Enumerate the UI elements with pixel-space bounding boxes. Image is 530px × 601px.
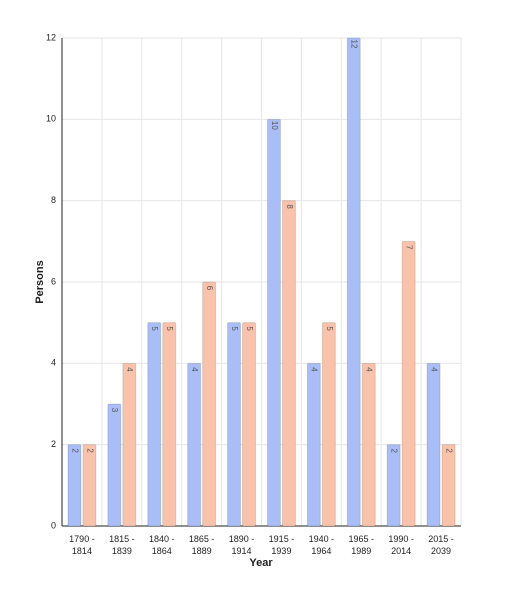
y-tick-label: 8 bbox=[51, 195, 56, 205]
y-tick-label: 2 bbox=[51, 439, 56, 449]
value-label: 4 bbox=[310, 367, 319, 372]
bar bbox=[441, 444, 456, 527]
x-tick-label: 1890 - 1914 bbox=[228, 534, 255, 556]
bar bbox=[227, 322, 242, 527]
value-label: 5 bbox=[165, 326, 174, 331]
value-label: 8 bbox=[285, 204, 294, 209]
x-tick-label: 1990 - 2014 bbox=[388, 534, 414, 556]
value-label: 4 bbox=[190, 367, 199, 372]
x-tick-label: 1840 - 1864 bbox=[148, 534, 175, 556]
x-axis-title: Year bbox=[249, 557, 273, 569]
bar bbox=[321, 322, 336, 527]
value-label: 4 bbox=[125, 367, 134, 372]
bar bbox=[82, 444, 97, 527]
value-label: 5 bbox=[325, 326, 334, 331]
value-label: 7 bbox=[405, 245, 414, 250]
x-tick-label: 1915 - 1939 bbox=[268, 534, 295, 556]
y-tick-label: 12 bbox=[46, 32, 56, 42]
y-tick-label: 6 bbox=[51, 276, 56, 286]
bar bbox=[401, 240, 416, 527]
value-label: 5 bbox=[245, 326, 254, 331]
value-label: 2 bbox=[70, 448, 79, 453]
y-tick-label: 10 bbox=[46, 114, 56, 124]
bar bbox=[281, 200, 296, 527]
bar bbox=[386, 444, 401, 527]
value-label: 2 bbox=[390, 448, 399, 453]
bar bbox=[162, 322, 177, 527]
x-tick-label: 1965 - 1989 bbox=[348, 534, 375, 556]
value-label: 6 bbox=[205, 286, 214, 291]
y-axis-title: Persons bbox=[34, 260, 46, 303]
bar bbox=[266, 118, 281, 527]
value-label: 3 bbox=[110, 408, 119, 413]
bar bbox=[122, 362, 137, 527]
x-tick-label: 1865 - 1889 bbox=[188, 534, 215, 556]
value-label: 4 bbox=[365, 367, 374, 372]
bar bbox=[67, 444, 82, 527]
x-tick-label: 1940 - 1964 bbox=[308, 534, 335, 556]
bar bbox=[202, 281, 217, 527]
y-tick-label: 4 bbox=[51, 358, 56, 368]
value-label: 2 bbox=[85, 448, 94, 453]
bar bbox=[361, 362, 376, 527]
value-label: 5 bbox=[230, 326, 239, 331]
bar bbox=[147, 322, 162, 527]
bar bbox=[306, 362, 321, 527]
bar bbox=[107, 403, 122, 527]
value-label: 5 bbox=[150, 326, 159, 331]
x-tick-label: 2015 - 2039 bbox=[428, 534, 454, 556]
bar bbox=[426, 362, 441, 527]
value-label: 12 bbox=[350, 40, 359, 49]
x-tick-label: 1815 - 1839 bbox=[109, 534, 135, 556]
y-tick-label: 0 bbox=[51, 520, 56, 530]
value-label: 10 bbox=[270, 121, 279, 130]
value-label: 4 bbox=[429, 367, 438, 372]
value-label: 2 bbox=[444, 448, 453, 453]
x-tick-label: 1790 - 1814 bbox=[69, 534, 95, 556]
bar bbox=[346, 37, 361, 527]
bar bbox=[187, 362, 202, 527]
bar bbox=[242, 322, 257, 527]
